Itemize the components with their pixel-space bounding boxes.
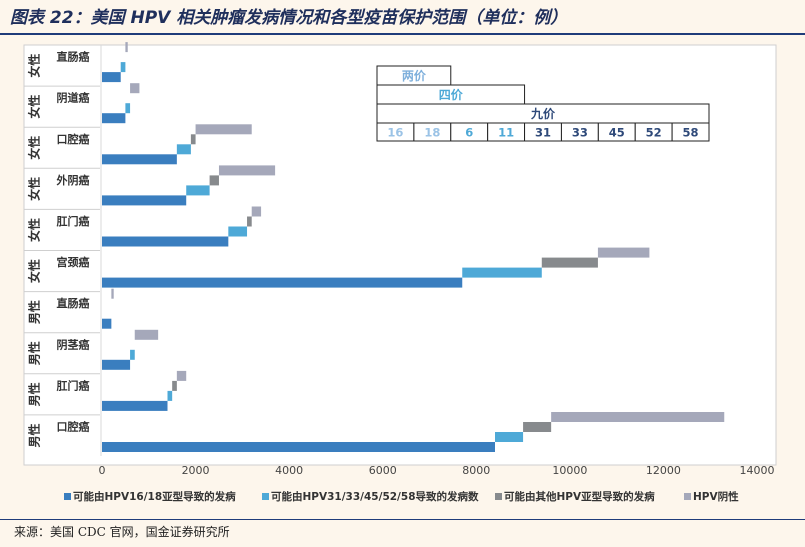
- bar-segment: [247, 216, 252, 227]
- x-tick-label: 4000: [275, 464, 303, 477]
- hpv-type-label: 33: [572, 126, 588, 140]
- cancer-label: 直肠癌: [57, 296, 90, 310]
- cancer-label: 外阴癌: [56, 173, 90, 187]
- bar-segment: [102, 236, 229, 247]
- bar-segment: [523, 422, 552, 432]
- bar-segment: [111, 288, 114, 299]
- bar-segment: [125, 103, 131, 114]
- bar-segment: [167, 390, 173, 401]
- sex-label: 男性: [27, 341, 42, 365]
- legend-swatch: [684, 493, 691, 500]
- legend-swatch: [262, 493, 269, 500]
- figure-title: 图表 22：美国 HPV 相关肿瘤发病情况和各型疫苗保护范围（单位：例）: [10, 8, 568, 28]
- hpv-type-label: 16: [387, 126, 403, 140]
- sex-label: 女性: [27, 54, 42, 78]
- bar-segment: [228, 226, 248, 237]
- title-rule: [0, 33, 805, 35]
- hpv-type-label: 58: [683, 126, 699, 140]
- bar-segment: [130, 349, 135, 360]
- vaccine-label: 四价: [439, 88, 464, 102]
- bar-segment: [102, 318, 112, 329]
- x-axis: 0 2000 4000 6000 8000 10000 12000 14000: [99, 464, 775, 477]
- bar-segment: [120, 62, 126, 73]
- bar-segment: [176, 144, 191, 155]
- legend-label: 可能由其他HPV亚型导致的发病: [504, 490, 655, 503]
- bar-segment: [541, 257, 598, 268]
- bar-segment: [186, 185, 210, 196]
- x-tick-label: 14000: [740, 464, 775, 477]
- hpv-type-label: 45: [609, 126, 625, 140]
- sex-label: 男性: [27, 300, 42, 324]
- sex-label: 女性: [27, 177, 42, 201]
- legend-swatch: [495, 493, 502, 500]
- hpv-type-label: 52: [646, 126, 662, 140]
- cancer-label: 口腔癌: [57, 132, 90, 146]
- legend-label: 可能由HPV31/33/45/52/58导致的发病数: [271, 490, 479, 503]
- hpv-type-label: 11: [498, 126, 514, 140]
- x-tick-label: 0: [99, 464, 106, 477]
- sex-label: 男性: [27, 382, 42, 406]
- bar-segment: [130, 83, 140, 94]
- sex-label: 女性: [27, 136, 42, 160]
- footer-rule: [0, 519, 805, 520]
- cancer-label: 直肠癌: [57, 50, 90, 64]
- sex-label: 女性: [27, 95, 42, 119]
- hpv-type-label: 31: [535, 126, 551, 140]
- bar-segment: [102, 277, 463, 288]
- x-tick-label: 2000: [182, 464, 210, 477]
- bar-segment: [102, 154, 177, 165]
- hpv-type-cell: [671, 122, 710, 142]
- bar-segment: [209, 175, 219, 186]
- bar-segment: [551, 412, 725, 422]
- bar-segment: [176, 370, 187, 381]
- cancer-label: 阴道癌: [57, 91, 90, 105]
- x-tick-label: 10000: [552, 464, 587, 477]
- source-note: 来源：美国 CDC 官网，国金证券研究所: [14, 525, 230, 539]
- bar-segment: [102, 442, 495, 452]
- cancer-label: 宫颈癌: [57, 255, 90, 269]
- bars-group: [102, 42, 725, 452]
- hpv-type-label: 6: [465, 126, 473, 140]
- x-tick-label: 8000: [462, 464, 490, 477]
- bar-segment: [597, 247, 650, 258]
- legend-label: HPV阴性: [693, 490, 739, 503]
- cancer-label: 肛门癌: [57, 378, 90, 392]
- legend: 可能由HPV16/18亚型导致的发病 可能由HPV31/33/45/52/58导致…: [64, 490, 739, 503]
- bar-segment: [190, 134, 196, 145]
- bar-segment: [218, 165, 276, 176]
- bar-segment: [195, 124, 252, 135]
- cancer-label: 肛门癌: [57, 214, 90, 228]
- bar-segment: [495, 432, 524, 442]
- cancer-label: 口腔癌: [57, 419, 90, 433]
- hpv-type-label: 18: [424, 126, 440, 140]
- legend-swatch: [64, 493, 71, 500]
- bar-segment: [102, 72, 121, 83]
- bar-segment: [251, 206, 262, 217]
- bar-segment: [134, 329, 159, 340]
- vaccine-label: 九价: [530, 106, 556, 121]
- bar-segment: [102, 359, 131, 370]
- bar-segment: [125, 42, 128, 53]
- legend-label: 可能由HPV16/18亚型导致的发病: [73, 490, 236, 503]
- bar-segment: [102, 113, 126, 124]
- sex-label: 男性: [27, 423, 42, 447]
- sex-label: 女性: [27, 259, 42, 283]
- x-tick-label: 6000: [369, 464, 397, 477]
- sex-label: 女性: [27, 218, 42, 242]
- bar-segment: [172, 380, 177, 391]
- vaccine-label: 两价: [402, 69, 427, 83]
- bar-segment: [102, 400, 168, 411]
- cancer-label: 阴茎癌: [57, 337, 90, 351]
- bar-segment: [102, 195, 187, 206]
- x-tick-label: 12000: [646, 464, 681, 477]
- bar-segment: [462, 267, 542, 278]
